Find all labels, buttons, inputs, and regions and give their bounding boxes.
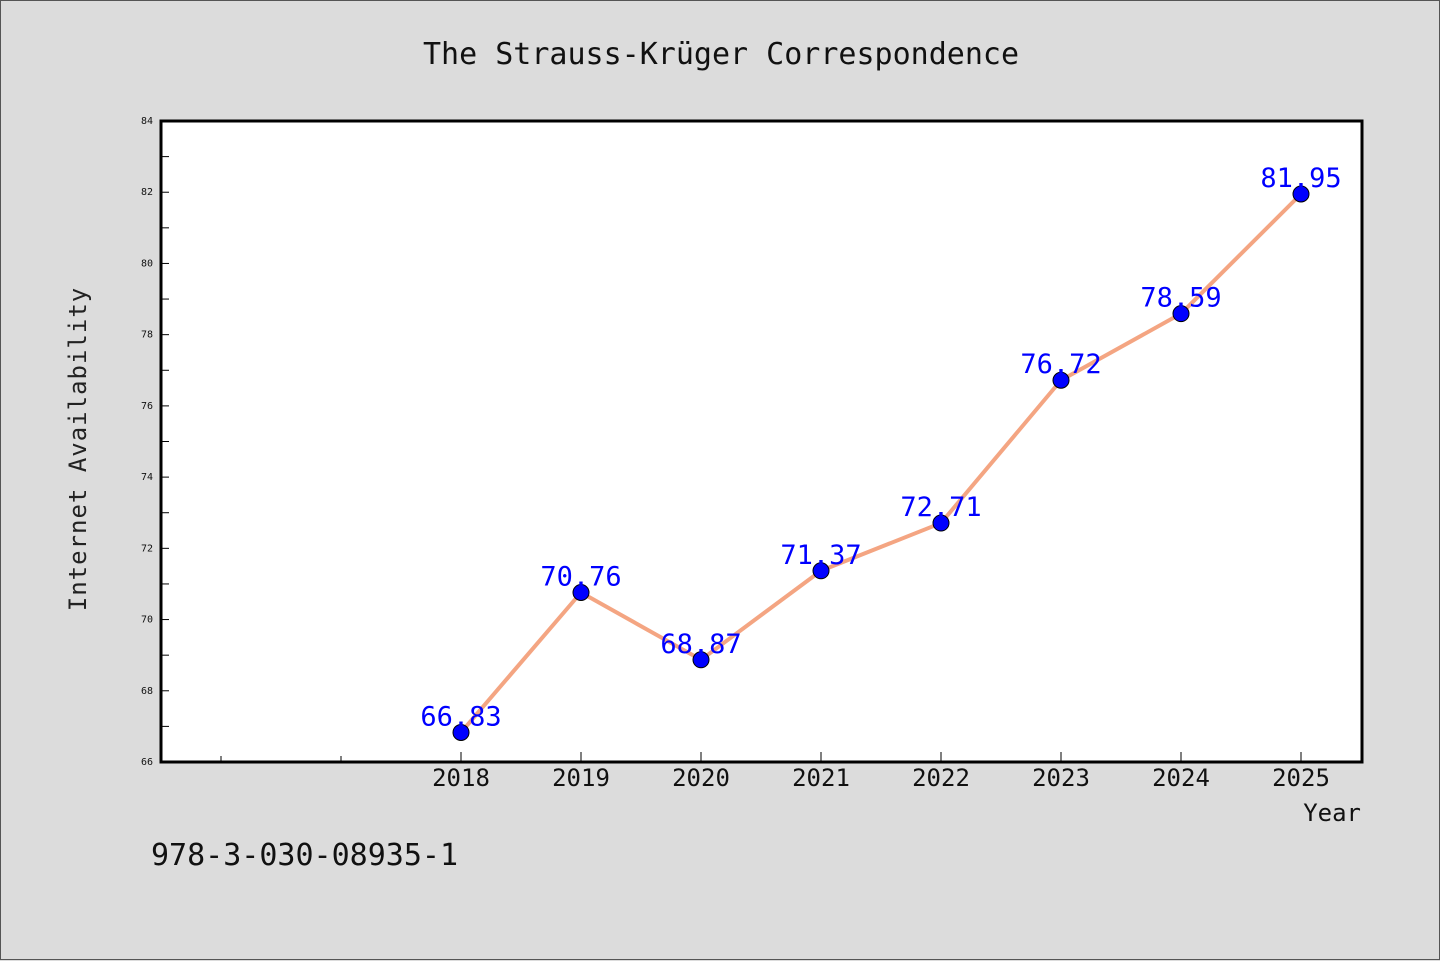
data-label: 66.83: [420, 701, 501, 732]
data-label: 81.95: [1260, 163, 1341, 194]
x-tick-label: 2022: [912, 764, 970, 792]
x-tick-label: 2023: [1032, 764, 1090, 792]
data-point: [692, 651, 710, 669]
x-tick-label: 2025: [1272, 764, 1330, 792]
data-labels: 66.83 70.76 68.87 71.37 72.71 76.72 78.59 81.95: [420, 163, 1341, 732]
x-tick-label: 2018: [432, 764, 490, 792]
y-axis: 66 68 70 72 74 76 78 80 82 84: [141, 116, 169, 768]
y-tick-label: 78: [141, 330, 153, 341]
data-point: [1052, 371, 1070, 389]
y-tick-label: 76: [141, 401, 153, 412]
y-tick-label: 84: [141, 116, 153, 127]
x-tick-label: 2019: [552, 764, 610, 792]
data-point: [1172, 305, 1190, 323]
data-point: [452, 723, 470, 741]
x-tick-label: 2020: [672, 764, 730, 792]
chart-title: The Strauss-Krüger Correspondence: [423, 37, 1019, 72]
y-tick-label: 80: [141, 258, 153, 269]
y-tick-label: 70: [141, 615, 153, 626]
y-tick-label: 82: [141, 187, 153, 198]
y-tick-label: 74: [141, 472, 153, 483]
y-axis-label: Internet Availability: [64, 287, 92, 611]
data-label: 68.87: [660, 629, 741, 660]
x-tick-label: 2021: [792, 764, 850, 792]
x-axis-label: Year: [1303, 799, 1361, 827]
plot-area: [159, 119, 1364, 764]
data-label: 78.59: [1140, 283, 1221, 314]
y-tick-label: 72: [141, 543, 153, 554]
data-point: [932, 514, 950, 532]
data-point: [812, 562, 830, 580]
series-line-group: [452, 185, 1310, 741]
data-label: 72.71: [900, 492, 981, 523]
series-line: [459, 192, 1303, 734]
data-point: [572, 583, 590, 601]
y-tick-label: 68: [141, 686, 153, 697]
data-label: 70.76: [540, 561, 621, 592]
y-tick-label: 66: [141, 757, 153, 768]
data-label: 76.72: [1020, 349, 1101, 380]
data-point: [1292, 185, 1310, 203]
isbn-text: 978-3-030-08935-1: [151, 838, 458, 873]
x-axis: 2018 2019 2020 2021 2022 2023 2024 2025: [220, 752, 1330, 792]
x-tick-label: 2024: [1152, 764, 1210, 792]
data-label: 71.37: [780, 540, 861, 571]
